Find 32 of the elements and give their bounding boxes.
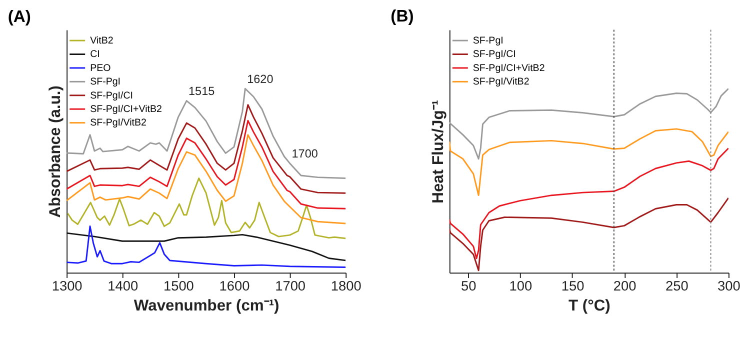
chart-title: (A) xyxy=(8,6,31,26)
x-axis-title: Wavenumber (cm⁻¹) xyxy=(134,297,280,314)
y-axis-title: Absorbance (a.u.) xyxy=(47,86,64,218)
legend-label: SF-PgI xyxy=(90,76,121,88)
x-tick-label: 1700 xyxy=(275,278,306,294)
annotation: 1620 xyxy=(247,72,274,86)
legend-label: SF-PgI/CI+VitB2 xyxy=(472,62,545,74)
x-tick-label: 1400 xyxy=(108,278,138,294)
x-tick-label: 1500 xyxy=(163,278,194,294)
legend-label: SF-PgI/CI xyxy=(472,49,516,60)
x-tick-label: 1600 xyxy=(219,278,250,294)
annotation: 1700 xyxy=(292,147,318,160)
chart-title: (B) xyxy=(390,6,414,26)
x-tick-label: 1300 xyxy=(52,278,83,294)
legend-label: PEO xyxy=(90,62,112,74)
legend-label: SF-PgI/VitB2 xyxy=(90,118,146,129)
legend-label: VitB2 xyxy=(90,35,114,46)
annotation: 1515 xyxy=(188,84,216,98)
x-tick-label: 150 xyxy=(561,278,585,294)
legend-label: SF-PgI/VitB2 xyxy=(472,76,530,88)
x-tick-label: 1800 xyxy=(330,278,362,294)
x-tick-label: 200 xyxy=(613,278,637,294)
legend-label: SF-PgI/CI+VitB2 xyxy=(90,104,162,116)
legend-label: SF-PgI xyxy=(472,35,504,46)
x-tick-label: 100 xyxy=(509,278,533,294)
legend-label: CI xyxy=(90,49,100,60)
x-axis-title: T (°C) xyxy=(568,297,610,314)
x-tick-label: 300 xyxy=(718,278,741,294)
y-axis-title: Heat Flux/Jg⁻¹ xyxy=(430,100,448,204)
x-tick-label: 250 xyxy=(665,278,689,294)
legend-label: SF-PgI/CI xyxy=(90,90,134,102)
x-tick-label: 50 xyxy=(461,278,477,294)
